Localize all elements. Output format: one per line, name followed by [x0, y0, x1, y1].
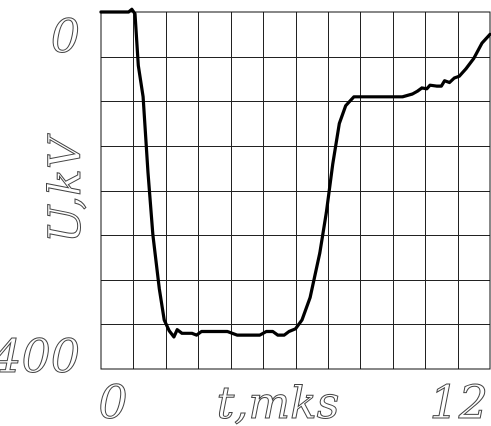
x-tick-label: 12	[429, 375, 488, 426]
chart-grid	[101, 12, 490, 369]
x-tick-label: 0	[98, 375, 127, 426]
y-tick-label: 400	[0, 329, 80, 383]
tick-labels: 0 12 0 400	[0, 9, 489, 426]
series-group	[99, 7, 491, 339]
series-line-1	[99, 7, 491, 339]
plot-frame	[100, 11, 491, 370]
y-tick-label: 0	[51, 9, 80, 63]
x-axis-label: t,mks	[217, 378, 340, 426]
y-axis-label: U,kV	[40, 133, 91, 243]
